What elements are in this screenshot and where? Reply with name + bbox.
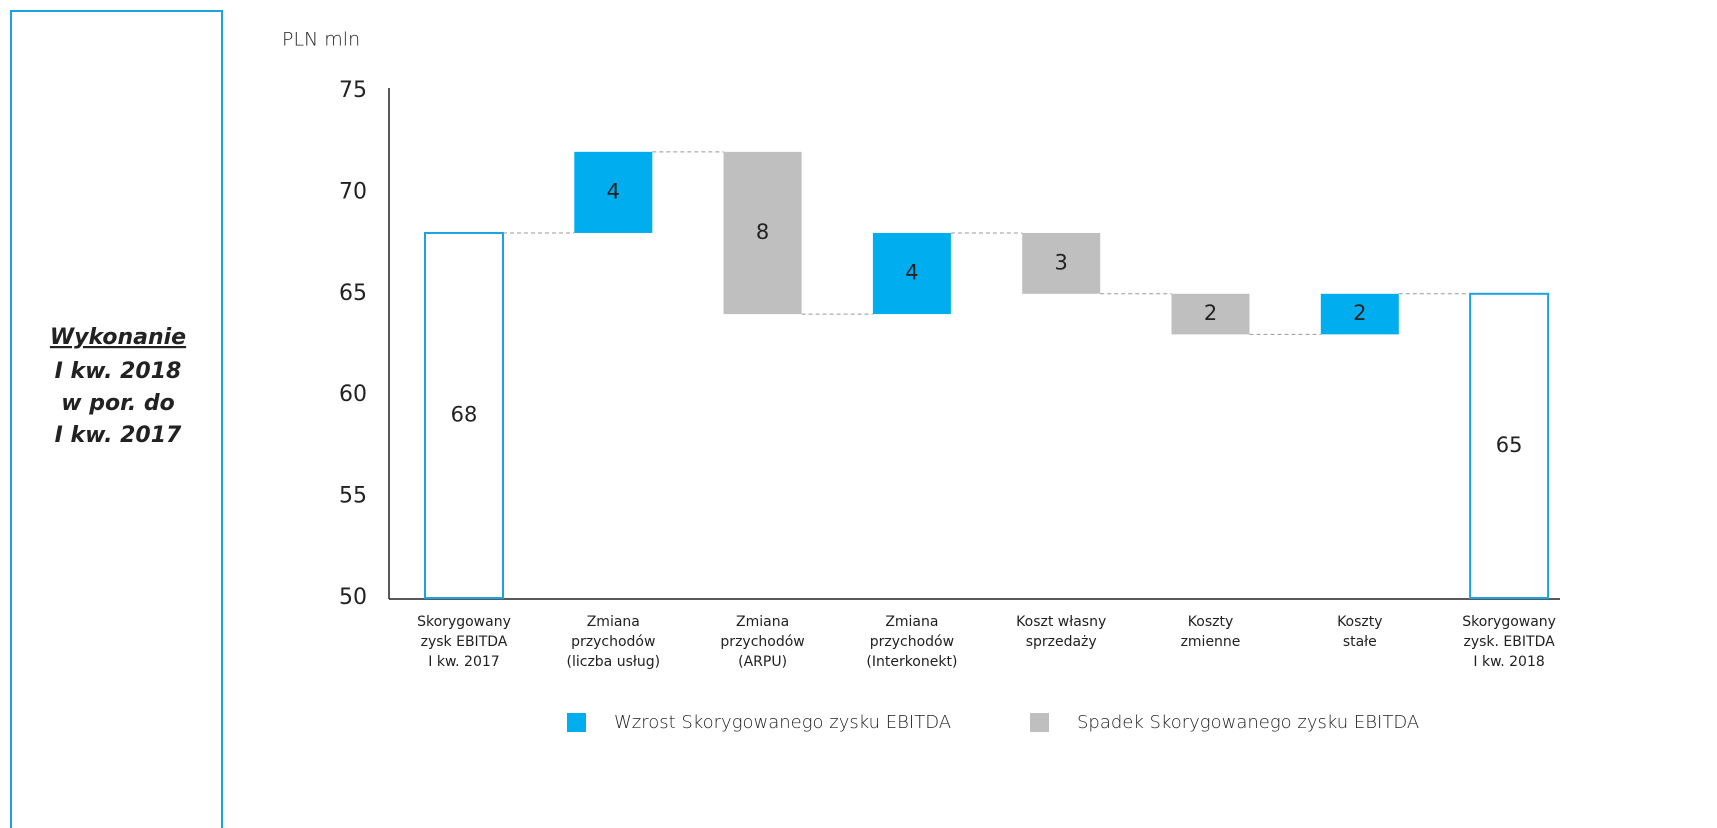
x-tick-label: Koszty <box>1188 614 1233 630</box>
x-tick-label: (Interkonekt) <box>866 654 957 670</box>
value-label: 2 <box>1353 301 1366 325</box>
x-tick-label: I kw. 2018 <box>1473 654 1544 670</box>
x-tick-label: (liczba usług) <box>567 654 661 670</box>
side-text: w por. do <box>61 391 174 416</box>
side-text: I kw. 2017 <box>55 423 182 448</box>
side-panel <box>10 10 223 828</box>
legend-swatch <box>1030 713 1049 732</box>
value-label: 3 <box>1055 250 1068 274</box>
legend-swatch <box>567 713 586 732</box>
x-tick-label: przychodów <box>720 634 804 650</box>
x-tick-label: zysk. EBITDA <box>1464 634 1556 650</box>
x-tick-label: Skorygowany <box>1462 614 1556 630</box>
increase-bar <box>574 151 653 233</box>
increase-bar <box>872 232 951 315</box>
value-label: 4 <box>905 261 918 285</box>
decrease-bar <box>1171 293 1250 335</box>
decrease-bar <box>723 151 802 315</box>
legend-label: Spadek Skorygowanego zysku EBITDA <box>1077 712 1419 733</box>
legend-label: Wzrost Skorygowanego zysku EBITDA <box>614 712 951 733</box>
increase-bar <box>1320 293 1399 335</box>
y-tick-label: 55 <box>339 484 367 509</box>
x-tick-label: Koszt własny <box>1016 614 1106 630</box>
decrease-bar <box>1022 232 1101 294</box>
side-title: Wykonanie <box>50 325 186 350</box>
value-label: 2 <box>1204 301 1217 325</box>
x-tick-label: Zmiana <box>736 614 789 630</box>
x-tick-label: zysk EBITDA <box>421 634 508 650</box>
value-label: 8 <box>756 220 769 244</box>
side-text: I kw. 2018 <box>55 359 182 384</box>
total-bar <box>1469 292 1550 599</box>
x-tick-label: Zmiana <box>587 614 640 630</box>
x-tick-label: zmienne <box>1181 634 1241 650</box>
y-tick-label: 60 <box>339 382 367 407</box>
x-tick-label: Zmiana <box>885 614 938 630</box>
x-tick-label: przychodów <box>870 634 954 650</box>
x-tick-label: (ARPU) <box>738 654 787 670</box>
x-tick-label: Koszty <box>1337 614 1382 630</box>
total-bar <box>424 231 504 600</box>
y-tick-label: 75 <box>339 78 367 103</box>
x-tick-label: przychodów <box>571 634 655 650</box>
y-tick-label: 70 <box>339 179 367 204</box>
x-tick-label: sprzedaży <box>1026 634 1097 650</box>
x-tick-label: Skorygowany <box>417 614 511 630</box>
x-tick-label: I kw. 2017 <box>428 654 499 670</box>
unit-label: PLN mln <box>282 29 360 51</box>
value-label: 4 <box>607 179 620 203</box>
value-label: 65 <box>1496 433 1523 457</box>
y-tick-label: 65 <box>339 281 367 306</box>
x-tick-label: stałe <box>1343 634 1377 650</box>
y-tick-label: 50 <box>339 585 367 610</box>
value-label: 68 <box>451 402 478 426</box>
